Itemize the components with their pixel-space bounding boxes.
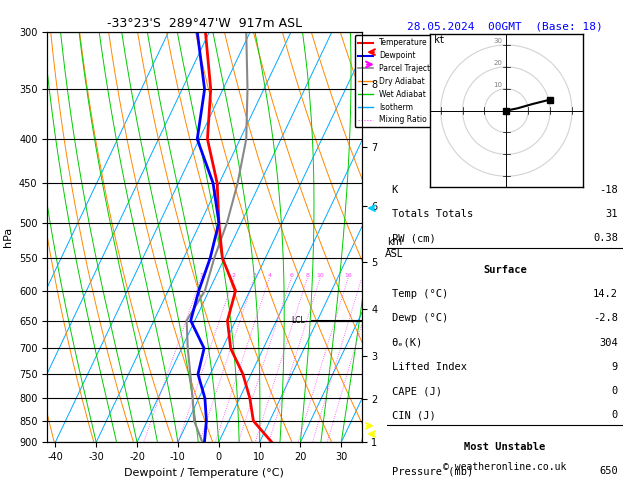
Text: 4: 4 [267,273,271,278]
Text: CIN (J): CIN (J) [391,410,435,420]
Text: 6: 6 [289,273,293,278]
Text: 28.05.2024  00GMT  (Base: 18): 28.05.2024 00GMT (Base: 18) [407,21,603,32]
Text: 0: 0 [612,410,618,420]
Text: K: K [391,185,398,195]
Text: Temp (°C): Temp (°C) [391,289,448,299]
Text: 10: 10 [493,82,502,87]
Text: Dewp (°C): Dewp (°C) [391,313,448,323]
Text: -18: -18 [599,185,618,195]
Text: LCL: LCL [291,316,305,325]
Text: Totals Totals: Totals Totals [391,209,473,219]
Text: 8: 8 [305,273,309,278]
Text: Most Unstable: Most Unstable [464,442,545,452]
Text: 2: 2 [232,273,236,278]
Text: 0: 0 [612,386,618,396]
X-axis label: Dewpoint / Temperature (°C): Dewpoint / Temperature (°C) [125,468,284,478]
Title: -33°23'S  289°47'W  917m ASL: -33°23'S 289°47'W 917m ASL [107,17,302,31]
Text: 9: 9 [612,362,618,372]
Text: 1: 1 [199,273,203,278]
Text: CAPE (J): CAPE (J) [391,386,442,396]
Text: θₑ(K): θₑ(K) [391,337,423,347]
Text: Surface: Surface [483,265,526,275]
Text: 31: 31 [606,209,618,219]
Text: © weatheronline.co.uk: © weatheronline.co.uk [443,462,567,471]
Text: 10: 10 [316,273,324,278]
Text: kt: kt [434,35,446,45]
Text: 30: 30 [493,38,502,44]
Y-axis label: hPa: hPa [3,227,13,247]
Text: 650: 650 [599,466,618,476]
Text: 0.38: 0.38 [593,233,618,243]
Y-axis label: km
ASL: km ASL [385,237,403,259]
Text: 14.2: 14.2 [593,289,618,299]
Text: 304: 304 [599,337,618,347]
Text: PW (cm): PW (cm) [391,233,435,243]
Text: Pressure (mb): Pressure (mb) [391,466,473,476]
Text: 16: 16 [344,273,352,278]
Legend: Temperature, Dewpoint, Parcel Trajectory, Dry Adiabat, Wet Adiabat, Isotherm, Mi: Temperature, Dewpoint, Parcel Trajectory… [355,35,446,127]
Text: 20: 20 [493,60,502,66]
Text: Lifted Index: Lifted Index [391,362,467,372]
Text: -2.8: -2.8 [593,313,618,323]
Text: 3: 3 [252,273,257,278]
